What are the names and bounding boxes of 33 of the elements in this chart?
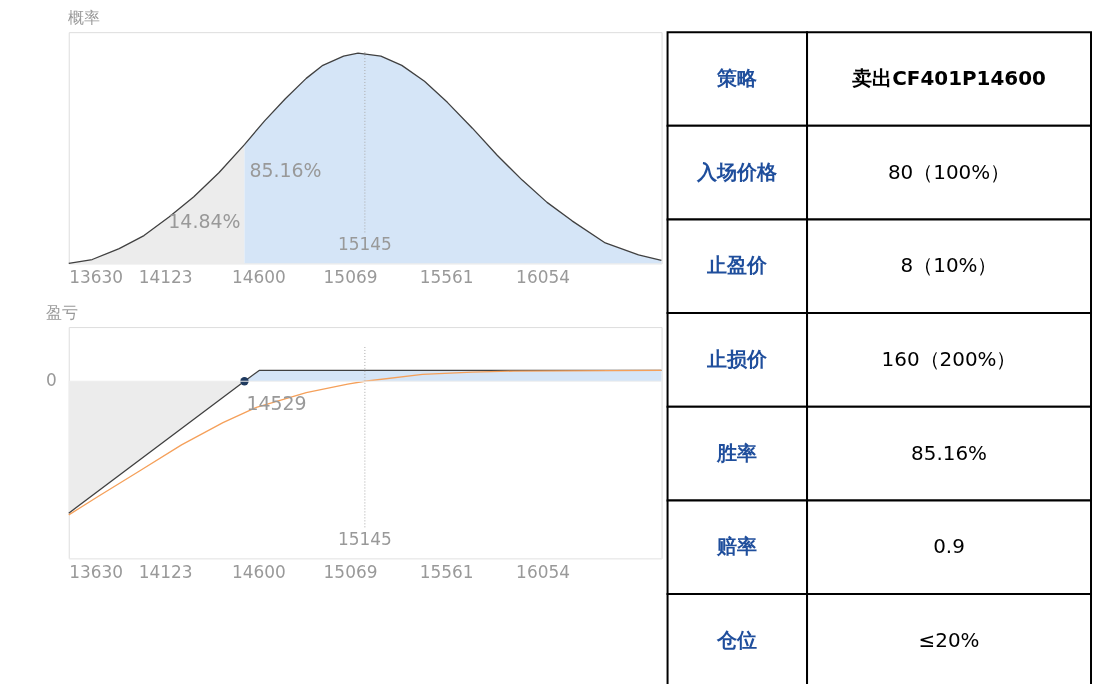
category-label: 入场价格 (696, 160, 779, 184)
text: 0.9 (933, 535, 965, 559)
x-tick-label: 15069 (323, 561, 378, 582)
category-label: 策略 (716, 66, 759, 90)
category-label: 胜率 (716, 441, 758, 465)
text: 85.16% (911, 441, 987, 465)
x-tick-label: 14600 (231, 266, 286, 287)
text: 8（10%） (900, 254, 998, 278)
category-label: 止损价 (706, 347, 769, 371)
annotation: 85.16% (249, 158, 322, 181)
x-tick-label: 15561 (419, 561, 474, 582)
x-tick-label: 16054 (516, 561, 570, 582)
ref-line-label: 15145 (337, 234, 392, 255)
text: ≤20% (918, 628, 980, 652)
text: 160（200%） (881, 347, 1017, 371)
category-label: 止盈价 (706, 254, 769, 278)
x-tick-label: 13630 (69, 266, 124, 287)
annotation: 14.84% (168, 209, 241, 232)
y-axis-title: 盈亏 (46, 303, 79, 323)
text: 80（100%） (887, 160, 1011, 184)
ref-line-label: 15145 (337, 529, 392, 550)
x-tick-label: 14123 (138, 561, 193, 582)
ref-line-label: 0 (46, 370, 57, 391)
category-label: 赔率 (716, 535, 758, 559)
x-tick-label: 13630 (69, 561, 124, 582)
x-tick-label: 15069 (323, 266, 378, 287)
text: 卖出CF401P14600 (852, 66, 1046, 90)
y-axis-title: 概率 (68, 8, 101, 28)
x-tick-label: 14600 (231, 561, 286, 582)
x-tick-label: 14123 (138, 266, 193, 287)
x-tick-label: 15561 (419, 266, 474, 287)
x-tick-label: 16054 (516, 266, 570, 287)
category-label: 仓位 (716, 628, 758, 652)
